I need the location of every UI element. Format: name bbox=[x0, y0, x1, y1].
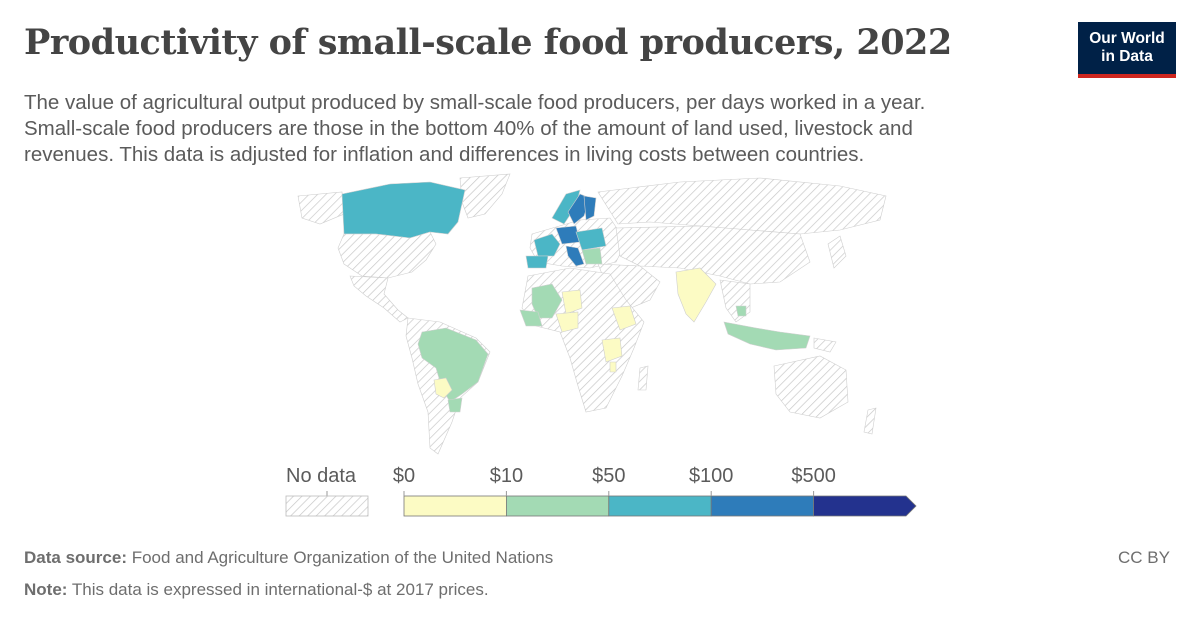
legend-no-data-label: No data bbox=[286, 465, 357, 487]
region-spain bbox=[525, 255, 549, 269]
region-india bbox=[675, 267, 717, 323]
region-finland bbox=[583, 195, 597, 221]
owid-logo[interactable]: Our World in Data bbox=[1078, 22, 1176, 78]
subtitle-line: The value of agricultural output produce… bbox=[24, 91, 926, 114]
legend-bin-swatch[interactable] bbox=[813, 495, 917, 517]
region-papua bbox=[813, 337, 837, 353]
region-japan bbox=[827, 235, 847, 269]
subtitle-line: revenues. This data is adjusted for infl… bbox=[24, 143, 865, 166]
region-usa bbox=[337, 231, 437, 279]
data-source: Data source: Food and Agriculture Organi… bbox=[24, 548, 553, 568]
region-tanzania bbox=[601, 337, 623, 363]
region-alaska bbox=[297, 191, 345, 225]
legend-bin-label: $50 bbox=[592, 465, 626, 487]
region-greenland bbox=[459, 173, 511, 219]
subtitle-line: Small-scale food producers are those in … bbox=[24, 117, 913, 140]
region-ethiopia bbox=[611, 305, 637, 331]
region-niger bbox=[561, 289, 583, 315]
region-new-zealand bbox=[863, 407, 877, 435]
region-west-africa bbox=[519, 309, 543, 327]
license-link[interactable]: CC BY bbox=[1118, 548, 1170, 567]
note: Note: This data is expressed in internat… bbox=[24, 580, 489, 600]
legend-bin-label: $500 bbox=[791, 465, 836, 487]
legend-bin-label: $0 bbox=[392, 465, 416, 487]
region-madagascar bbox=[637, 365, 649, 391]
region-uruguay bbox=[447, 397, 463, 413]
region-australia bbox=[773, 355, 849, 419]
region-malaysia bbox=[735, 305, 747, 317]
legend-bin-swatch[interactable] bbox=[710, 495, 815, 517]
data-source-text: Food and Agriculture Organization of the… bbox=[131, 548, 554, 567]
world-map-svg bbox=[297, 173, 887, 455]
region-canada bbox=[341, 181, 466, 239]
chart-subtitle: The value of agricultural output produce… bbox=[24, 90, 1074, 168]
note-label: Note: bbox=[24, 580, 68, 599]
chart-title: Productivity of small-scale food produce… bbox=[24, 22, 952, 63]
legend-bin-label: $100 bbox=[688, 465, 734, 487]
legend-bin-label: $10 bbox=[489, 465, 524, 487]
legend-bin-swatch[interactable] bbox=[608, 495, 712, 517]
region-mali bbox=[531, 283, 563, 319]
legend-no-data-swatch bbox=[285, 495, 369, 517]
world-map[interactable] bbox=[280, 172, 900, 462]
region-italy bbox=[565, 245, 585, 267]
data-source-label: Data source: bbox=[24, 548, 127, 567]
region-central-europe bbox=[575, 227, 607, 251]
logo-line: Our World bbox=[1089, 30, 1165, 47]
region-paraguay bbox=[433, 377, 453, 399]
region-indonesia bbox=[723, 321, 811, 351]
region-brazil bbox=[417, 327, 489, 403]
note-text: This data is expressed in international-… bbox=[71, 580, 489, 599]
region-mexico bbox=[349, 275, 409, 323]
region-russia bbox=[597, 177, 887, 235]
region-nigeria bbox=[555, 311, 579, 333]
region-france bbox=[533, 233, 561, 257]
logo-line: in Data bbox=[1101, 48, 1153, 65]
legend-bin-swatch[interactable] bbox=[403, 495, 507, 517]
region-malawi bbox=[609, 361, 617, 373]
legend-bin-swatch[interactable] bbox=[505, 495, 610, 517]
region-asia-central bbox=[615, 225, 811, 285]
